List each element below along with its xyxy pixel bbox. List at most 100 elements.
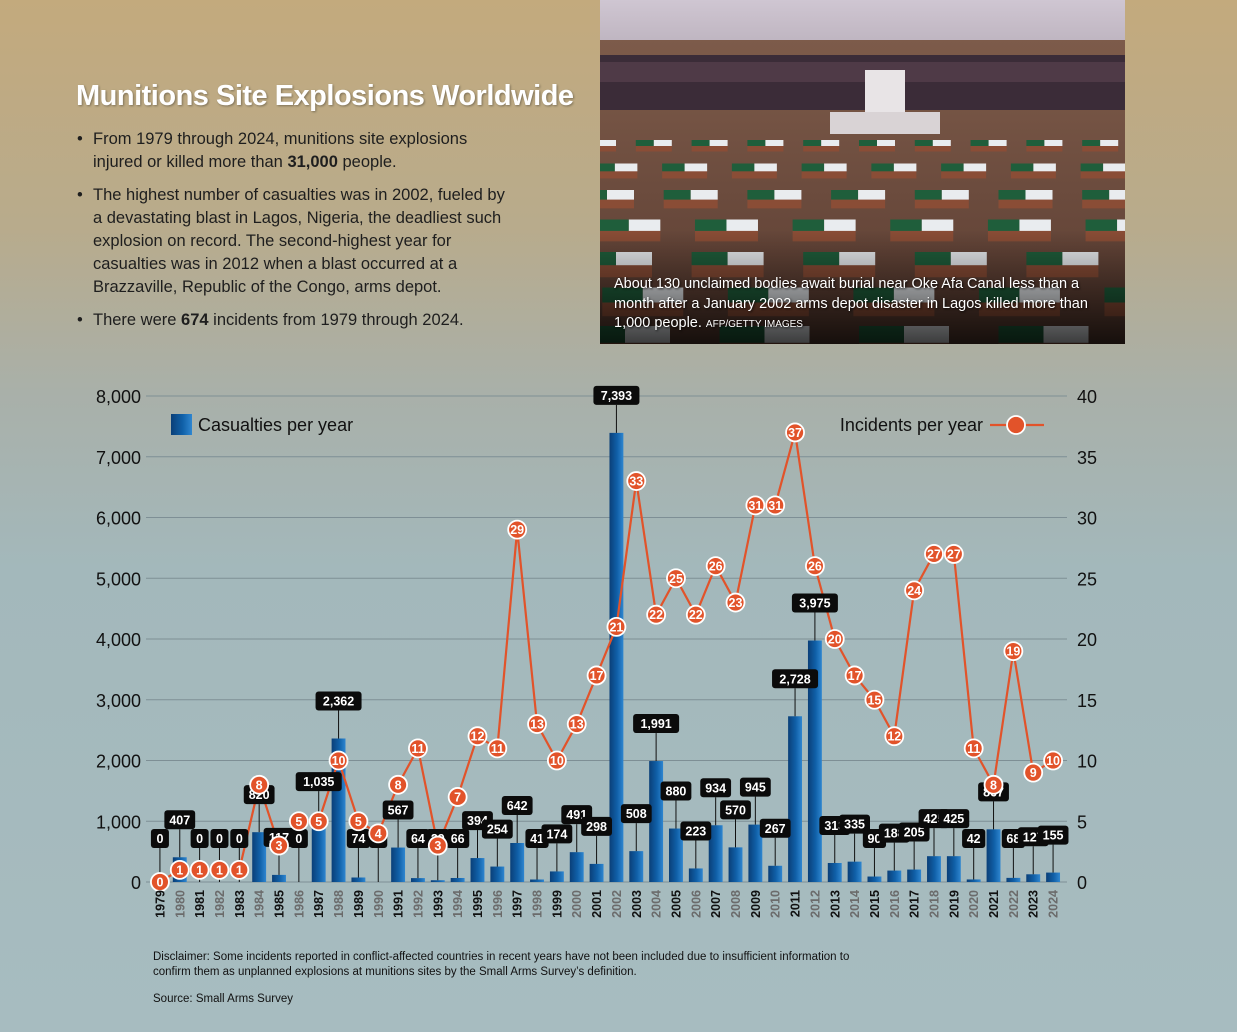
- bar-label-box: [739, 777, 771, 797]
- bar-label-2019: 425: [938, 809, 970, 857]
- x-tick-label: 2020: [967, 890, 981, 918]
- incident-point-1989: [348, 811, 369, 832]
- incident-value-label: 27: [927, 547, 941, 561]
- bar-label-box: [938, 809, 970, 829]
- incident-point-1988: [328, 750, 349, 771]
- bar-value-label: 0: [156, 832, 163, 846]
- x-tick-label: 2009: [749, 890, 763, 918]
- bar-label-box: [295, 772, 342, 792]
- x-tick-label: 1983: [233, 890, 247, 918]
- incident-value-label: 4: [375, 827, 382, 841]
- x-tick-label: 2023: [1027, 890, 1041, 918]
- incident-value-label: 26: [808, 560, 822, 574]
- incident-value-label: 13: [530, 718, 544, 732]
- incident-value-label: 27: [947, 547, 961, 561]
- incident-point-1991: [388, 774, 408, 795]
- bar-value-label: 570: [725, 803, 746, 817]
- bar-value-label: 335: [844, 818, 865, 832]
- incident-point-2004: [646, 604, 667, 625]
- incident-point-2009: [745, 495, 766, 516]
- bar-value-label: 1,991: [640, 717, 671, 731]
- bar-casualties-1998: [530, 879, 544, 882]
- x-tick-label: 1993: [431, 890, 445, 918]
- y-tick-right: 10: [1077, 752, 1097, 772]
- bar-casualties-2010: [768, 865, 783, 882]
- bar-label-box: [680, 821, 712, 841]
- x-tick-label: 2002: [610, 890, 624, 918]
- x-tick-label: 1987: [312, 890, 326, 918]
- incident-point-2001: [586, 665, 607, 686]
- bar-label-box: [962, 829, 986, 848]
- bar-casualties-2004: [649, 761, 664, 882]
- bar-value-label: 0: [236, 832, 243, 846]
- bar-label-box: [620, 804, 652, 824]
- bar-label-box: [593, 385, 640, 405]
- incident-point-1996: [487, 738, 508, 759]
- bar-label-box: [382, 800, 414, 820]
- x-tick-label: 2005: [669, 890, 683, 918]
- bar-value-label: 66: [451, 832, 465, 846]
- y-tick-left: 3,000: [96, 691, 141, 711]
- bar-casualties-2000: [569, 852, 584, 882]
- bar-value-label: 64: [411, 832, 425, 846]
- photo-credit: AFP/GETTY IMAGES: [705, 319, 803, 330]
- y-tick-right: 0: [1077, 873, 1087, 893]
- bar-value-label: 880: [666, 785, 687, 799]
- bar-label-box: [791, 593, 838, 613]
- incident-point-2021: [983, 774, 1004, 795]
- y-tick-right: 35: [1077, 448, 1097, 468]
- bar-value-label: 508: [626, 807, 647, 821]
- y-tick-left: 8,000: [96, 387, 141, 407]
- incident-point-2003: [626, 471, 647, 491]
- x-tick-label: 2017: [908, 890, 922, 918]
- incident-value-label: 9: [1030, 766, 1037, 780]
- photo-illustration: [600, 0, 1125, 344]
- bar-value-label: 68: [1006, 832, 1020, 846]
- x-tick-label: 1981: [193, 890, 207, 918]
- y-tick-right: 25: [1077, 569, 1097, 589]
- bar-value-label: 90: [867, 832, 881, 846]
- incident-point-1994: [447, 787, 468, 807]
- bar-value-label: 2,362: [323, 695, 354, 709]
- bar-label-1987: 1,035: [295, 772, 342, 820]
- bar-casualties-2013: [827, 862, 842, 882]
- bar-label-2007: 934: [700, 778, 732, 826]
- incident-value-label: 22: [689, 608, 703, 622]
- incident-value-label: 3: [434, 839, 441, 853]
- disclaimer-text: Disclaimer: Some incidents reported in c…: [153, 951, 850, 978]
- incident-value-label: 17: [590, 669, 604, 683]
- bar-value-label: 41: [530, 832, 544, 846]
- bar-label-2006: 223: [680, 821, 712, 869]
- bar-value-label: 267: [765, 822, 786, 836]
- incident-value-label: 19: [1006, 645, 1020, 659]
- incident-value-label: 24: [907, 584, 921, 598]
- bar-label-1986: 0: [289, 829, 308, 882]
- bar-value-label: 2,728: [779, 672, 810, 686]
- incident-value-label: 12: [471, 730, 485, 744]
- incident-point-2023: [1023, 762, 1044, 783]
- incident-value-label: 26: [709, 560, 723, 574]
- bar-value-label: 174: [546, 827, 567, 841]
- incidents-line: [159, 431, 1054, 883]
- bar-casualties-2016: [887, 870, 902, 882]
- incident-point-2022: [1003, 641, 1024, 662]
- bar-casualties-2014: [847, 861, 862, 882]
- incident-value-label: 15: [867, 693, 881, 707]
- incident-point-2015: [864, 689, 885, 710]
- x-tick-label: 2019: [947, 890, 961, 918]
- bar-label-1992: 64: [406, 829, 430, 879]
- incident-point-1982: [209, 859, 230, 880]
- incident-value-label: 10: [550, 754, 564, 768]
- incident-point-2010: [765, 495, 786, 516]
- bar-value-label: 1,035: [303, 775, 334, 789]
- incident-point-2017: [904, 580, 925, 601]
- incident-point-2000: [566, 714, 587, 734]
- y-tick-right: 20: [1077, 630, 1097, 650]
- incident-point-1986: [288, 811, 309, 832]
- bar-value-label: 7,393: [601, 389, 632, 403]
- y-tick-left: 0: [131, 873, 141, 893]
- incident-value-label: 7: [454, 790, 461, 804]
- bar-casualties-2001: [589, 863, 604, 882]
- bar-label-2024: 155: [1037, 825, 1069, 873]
- x-tick-label: 1994: [451, 890, 465, 918]
